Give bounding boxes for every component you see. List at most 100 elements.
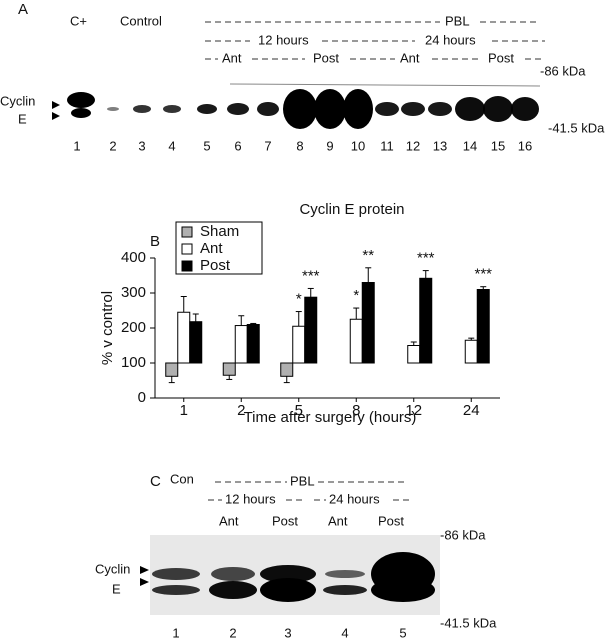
legend-swatch xyxy=(181,260,193,272)
bar xyxy=(349,318,363,364)
lane-number: 5 xyxy=(399,625,406,640)
group-label: Post xyxy=(272,513,298,528)
blot-band xyxy=(257,102,279,116)
significance: *** xyxy=(474,266,492,283)
blot-band xyxy=(211,567,255,581)
bar xyxy=(304,296,318,364)
bar xyxy=(464,339,478,364)
lane-number: 14 xyxy=(463,138,477,153)
blot-band xyxy=(260,578,316,602)
bar xyxy=(165,362,179,377)
group-label: Post xyxy=(488,50,514,65)
y-tick-label: 300 xyxy=(121,284,146,301)
lane-number: 1 xyxy=(73,138,80,153)
significance: * xyxy=(296,291,302,308)
blot-band xyxy=(323,585,367,595)
bar xyxy=(280,362,294,377)
bar xyxy=(234,325,248,364)
blot-a xyxy=(67,89,539,129)
blot-band xyxy=(67,92,95,108)
blot-band xyxy=(152,568,200,580)
lane-number: 4 xyxy=(168,138,175,153)
blot-band xyxy=(314,89,346,129)
blot-band xyxy=(371,578,435,602)
panel-label: C xyxy=(150,473,161,490)
legend-swatch xyxy=(181,226,193,238)
blot-c xyxy=(150,535,440,615)
lane-number: 3 xyxy=(284,625,291,640)
x-tick-label: 12 xyxy=(405,402,422,419)
lane-number: 1 xyxy=(172,625,179,640)
x-axis-label: Time after surgery (hours) xyxy=(244,409,417,426)
lane-header: 12 hours xyxy=(225,491,276,506)
legend-label: Ant xyxy=(200,240,223,257)
lane-header: 12 hours xyxy=(258,32,309,47)
bar xyxy=(476,289,490,364)
panel-label: B xyxy=(150,233,160,250)
bar xyxy=(177,311,191,364)
band-label: Cyclin xyxy=(95,561,130,576)
label-bg xyxy=(442,12,478,32)
bar xyxy=(407,345,421,364)
lane-number: 16 xyxy=(518,138,532,153)
band-label: E xyxy=(18,111,27,126)
lane-header: 24 hours xyxy=(425,32,476,47)
marker: -41.5 kDa xyxy=(440,615,497,630)
blot-band xyxy=(152,585,200,595)
bar xyxy=(361,282,375,364)
lane-number: 4 xyxy=(341,625,348,640)
blot-band xyxy=(455,97,485,121)
blot-band xyxy=(343,89,373,129)
chart-title: Cyclin E protein xyxy=(299,201,404,218)
group-label: Ant xyxy=(219,513,239,528)
band-arrow xyxy=(140,566,149,586)
group-label: Post xyxy=(378,513,404,528)
lane-number: 2 xyxy=(109,138,116,153)
y-tick-label: 100 xyxy=(121,354,146,371)
y-tick-label: 0 xyxy=(138,389,146,406)
group-label: Post xyxy=(313,50,339,65)
group-label: Ant xyxy=(222,50,242,65)
y-axis-label: % v control xyxy=(99,291,116,365)
lane-number: 7 xyxy=(264,138,271,153)
group-label: Ant xyxy=(328,513,348,528)
legend-swatch xyxy=(181,243,193,255)
lane-header: Control xyxy=(120,13,162,28)
lane-header: C+ xyxy=(70,13,87,28)
blot-band xyxy=(133,105,151,113)
blot-band xyxy=(401,102,425,116)
lane-number: 9 xyxy=(326,138,333,153)
blot-band xyxy=(428,102,452,116)
blot-band xyxy=(227,103,249,115)
significance: *** xyxy=(302,267,320,284)
blot-band xyxy=(511,97,539,121)
bar xyxy=(222,362,236,376)
chart: B Cyclin E protein Time after surgery (h… xyxy=(99,201,500,426)
blot-band xyxy=(283,89,317,129)
lane-header: PBL xyxy=(290,473,315,488)
lane-number: 10 xyxy=(351,138,365,153)
panel-label: A xyxy=(18,1,28,18)
x-tick-label: 8 xyxy=(352,402,360,419)
blot-band xyxy=(197,104,217,114)
group-label: Ant xyxy=(400,50,420,65)
lane-number: 2 xyxy=(229,625,236,640)
lane-number: 15 xyxy=(491,138,505,153)
x-tick-label: 24 xyxy=(463,402,480,419)
significance: *** xyxy=(417,250,435,267)
band-label: E xyxy=(112,581,121,596)
bar xyxy=(292,325,306,364)
marker: -41.5 kDa xyxy=(548,120,605,135)
bar xyxy=(419,277,433,364)
marker: -86 kDa xyxy=(540,63,586,78)
significance: * xyxy=(353,287,359,304)
lane-number: 5 xyxy=(203,138,210,153)
x-tick-label: 1 xyxy=(180,402,188,419)
lane-header: Con xyxy=(170,471,194,486)
lane-header: 24 hours xyxy=(329,491,380,506)
blot-band xyxy=(325,570,365,578)
band-label: Cyclin xyxy=(0,93,35,108)
lane-number: 8 xyxy=(296,138,303,153)
lane-number: 3 xyxy=(138,138,145,153)
